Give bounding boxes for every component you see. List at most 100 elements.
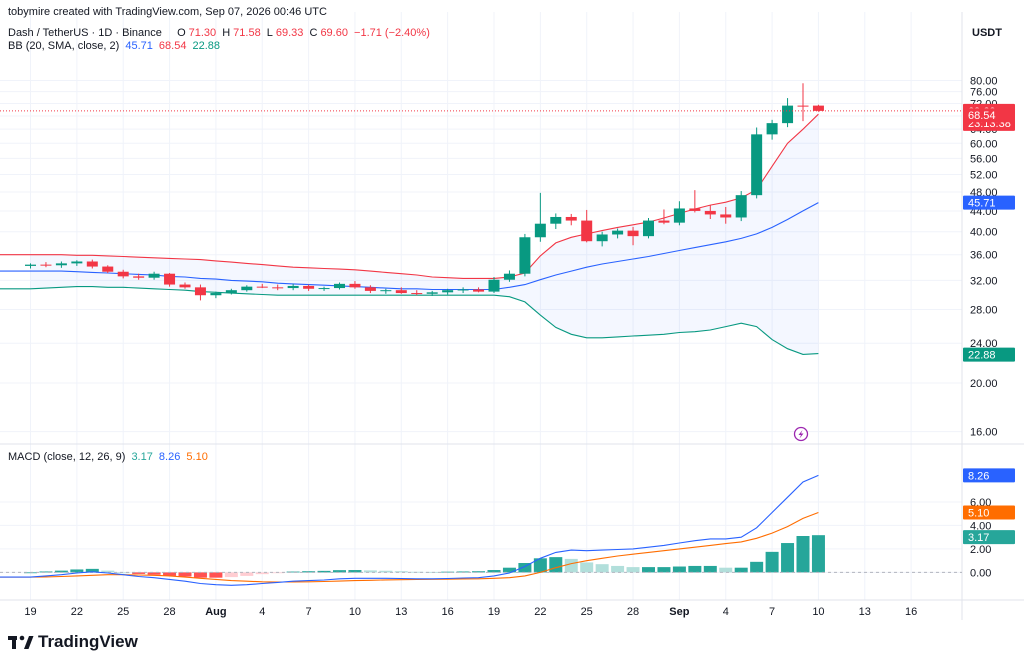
price-tick-label: 80.00 [970,75,998,87]
time-tick-label: 4 [723,606,729,618]
macd-histogram-bar [193,572,207,578]
macd-histogram-bar [472,571,486,573]
candle-body [751,134,763,196]
macd-legend[interactable]: MACD (close, 12, 26, 9) 3.17 8.26 5.10 [8,451,211,463]
macd-histogram-bar [70,569,84,573]
macd-histogram-bar [101,570,115,573]
bollinger-fill [30,114,819,355]
time-tick-label: 25 [581,606,593,618]
chart-credit: tobymire created with TradingView.com, S… [8,6,327,18]
bollinger-legend[interactable]: BB (20, SMA, close, 2) 45.71 68.54 22.88 [8,40,223,52]
close-value: 69.60 [320,27,348,39]
bollinger-basis-badge: 45.71 [968,198,996,210]
macd-line [0,474,819,586]
currency-label[interactable]: USDT [972,27,1002,39]
candle-body [797,105,809,107]
macd-histogram-bar [286,571,300,573]
macd-signal-line [0,511,819,583]
flash-icon [798,430,804,439]
bollinger-basis-badge-bg [963,195,1015,210]
candle-body [318,288,330,290]
candle-body [241,286,253,291]
macd-histogram-bar [302,571,316,573]
bollinger-upper-badge-bg [963,108,1015,123]
macd-histogram-bar [147,572,161,575]
macd-histogram-bar [502,567,516,573]
time-tick-label: 25 [117,606,129,618]
macd-histogram-bar [487,570,501,573]
macd-tick-label: 4.00 [970,520,991,532]
macd-histogram-bar [394,571,408,573]
symbol-title[interactable]: Dash / TetherUS · 1D · Binance [8,27,162,39]
time-tick-label: 7 [769,606,775,618]
macd-histogram-bar [132,572,146,574]
time-tick-label: 10 [349,606,361,618]
macd-tick-label: 0.00 [970,567,991,579]
macd-histogram-bar [518,563,532,573]
macd-histogram-bar [209,572,223,578]
bollinger-upper-value: 68.54 [158,40,187,52]
time-tick-label: 16 [442,606,454,618]
open-value: 71.30 [188,27,217,39]
macd-hist-badge-bg [963,530,1015,545]
macd-histogram-bar [657,567,671,573]
price-tick-label: 40.00 [970,227,998,239]
candle-body [735,195,747,218]
candle-body [164,273,176,285]
price-tick-label: 32.00 [970,275,998,287]
candle-body [442,290,454,293]
candle-body [55,263,67,266]
price-tick-label: 20.00 [970,378,998,390]
candle-body [225,290,237,294]
candle-body [503,273,515,280]
time-tick-label: 16 [905,606,917,618]
time-tick-label: 28 [163,606,175,618]
open-label: O [177,27,186,39]
macd-histogram-bar [85,568,99,573]
candle-body [426,292,438,294]
price-tick-label: 52.00 [970,169,998,181]
macd-histogram-bar [317,570,331,573]
macd-histogram-bar [116,572,130,574]
macd-label: MACD (close, 12, 26, 9) [8,451,126,463]
tradingview-logo-icon [8,635,34,649]
price-tick-label: 36.00 [970,250,998,262]
price-tick-label: 28.00 [970,305,998,317]
macd-histogram-bar [642,567,655,573]
macd-histogram-bar [163,572,177,576]
candle-body [673,208,685,223]
macd-pane [0,474,962,586]
candle-body [565,216,577,221]
macd-histogram-bar [549,557,563,573]
macd-signal-badge-bg [963,505,1015,520]
candle-body [272,287,284,289]
macd-line-badge-bg [963,468,1015,483]
macd-line-value: 8.26 [158,451,181,463]
time-tick-label: 22 [71,606,83,618]
macd-histogram-bar [672,566,686,573]
macd-signal-value: 5.10 [186,451,208,463]
low-label: L [266,27,273,39]
candle-body [71,261,83,264]
candle-body [380,290,392,292]
time-tick-label: 13 [395,606,407,618]
price-tick-label: 76.00 [970,87,998,99]
tradingview-logo-text: TradingView [38,632,138,651]
bollinger-lower-value: 22.88 [192,40,221,52]
candle-body [349,283,361,288]
time-tick-label: 10 [812,606,824,618]
candle-body [411,293,423,295]
macd-histogram-bar [379,570,393,573]
candle-body [133,276,145,278]
candle-body [473,289,485,292]
time-tick-label: 4 [259,606,265,618]
candle-body [364,287,376,291]
candle-body [550,216,562,224]
macd-histogram-bar [533,558,547,573]
candle-body [40,264,52,266]
macd-histogram-bar [580,562,594,573]
candle-body [102,266,114,272]
candle-body [812,105,824,111]
candle-body [488,279,500,292]
candle-body [194,287,206,296]
